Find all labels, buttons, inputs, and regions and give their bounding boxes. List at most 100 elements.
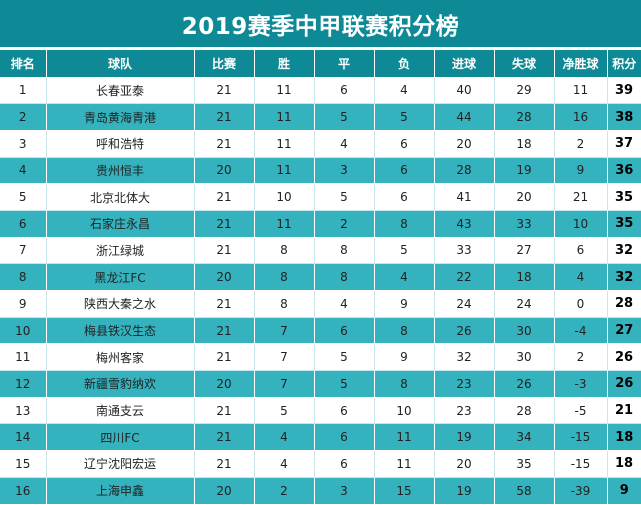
cell-drawn: 8 bbox=[314, 237, 375, 265]
cell-points: 18 bbox=[607, 450, 641, 478]
cell-lost: 8 bbox=[374, 210, 435, 238]
cell-team: 浙江绿城 bbox=[46, 237, 195, 265]
cell-team: 陕西大秦之水 bbox=[46, 290, 195, 318]
header-goals-against: 失球 bbox=[494, 50, 555, 77]
cell-drawn: 5 bbox=[314, 183, 375, 211]
cell-drawn: 3 bbox=[314, 477, 375, 505]
cell-goals-for: 24 bbox=[434, 290, 495, 318]
table-row: 2 青岛黄海青港 21 11 5 5 44 28 16 38 bbox=[0, 103, 641, 131]
cell-goals-against: 35 bbox=[494, 450, 555, 478]
cell-goal-difference: -3 bbox=[554, 370, 608, 398]
cell-goal-difference: 6 bbox=[554, 237, 608, 265]
cell-lost: 5 bbox=[374, 237, 435, 265]
cell-goal-difference: 11 bbox=[554, 77, 608, 105]
cell-won: 8 bbox=[254, 263, 315, 291]
cell-lost: 10 bbox=[374, 397, 435, 425]
cell-rank: 12 bbox=[0, 370, 47, 398]
cell-drawn: 5 bbox=[314, 103, 375, 131]
cell-rank: 7 bbox=[0, 237, 47, 265]
cell-won: 4 bbox=[254, 423, 315, 452]
cell-rank: 8 bbox=[0, 263, 47, 291]
cell-goals-against: 58 bbox=[494, 477, 555, 505]
cell-rank: 11 bbox=[0, 343, 47, 372]
cell-won: 11 bbox=[254, 210, 315, 238]
cell-played: 21 bbox=[194, 103, 255, 131]
table-row: 3 呼和浩特 21 11 4 6 20 18 2 37 bbox=[0, 130, 641, 158]
divider bbox=[0, 47, 641, 50]
cell-goals-against: 28 bbox=[494, 103, 555, 131]
header-drawn: 平 bbox=[314, 50, 375, 77]
cell-drawn: 4 bbox=[314, 130, 375, 158]
cell-drawn: 6 bbox=[314, 450, 375, 478]
cell-points: 37 bbox=[607, 130, 641, 158]
cell-lost: 4 bbox=[374, 77, 435, 105]
cell-lost: 6 bbox=[374, 130, 435, 158]
cell-won: 11 bbox=[254, 103, 315, 131]
cell-goal-difference: -4 bbox=[554, 317, 608, 345]
cell-rank: 16 bbox=[0, 477, 47, 505]
table-row: 16 上海申鑫 20 2 3 15 19 58 -39 9 bbox=[0, 477, 641, 505]
cell-played: 20 bbox=[194, 370, 255, 398]
cell-goals-for: 41 bbox=[434, 183, 495, 211]
cell-goals-against: 28 bbox=[494, 397, 555, 425]
table-row: 11 梅州客家 21 7 5 9 32 30 2 26 bbox=[0, 343, 641, 372]
table-body: 1 长春亚泰 21 11 6 4 40 29 11 39 2 青岛黄海青港 21 11 5 5 44 28 16 38… bbox=[0, 77, 641, 505]
cell-goals-against: 33 bbox=[494, 210, 555, 238]
cell-rank: 6 bbox=[0, 210, 47, 238]
cell-goals-against: 26 bbox=[494, 370, 555, 398]
cell-goal-difference: 2 bbox=[554, 130, 608, 158]
cell-goals-against: 30 bbox=[494, 317, 555, 345]
cell-played: 21 bbox=[194, 450, 255, 478]
cell-goal-difference: -5 bbox=[554, 397, 608, 425]
cell-goal-difference: 2 bbox=[554, 343, 608, 372]
table-row: 14 四川FC 21 4 6 11 19 34 -15 18 bbox=[0, 423, 641, 452]
cell-points: 32 bbox=[607, 237, 641, 265]
cell-points: 35 bbox=[607, 210, 641, 238]
cell-team: 梅州客家 bbox=[46, 343, 195, 372]
cell-goal-difference: 21 bbox=[554, 183, 608, 211]
cell-team: 梅县铁汉生态 bbox=[46, 317, 195, 345]
cell-team: 新疆雪豹纳欢 bbox=[46, 370, 195, 398]
cell-team: 辽宁沈阳宏运 bbox=[46, 450, 195, 478]
cell-drawn: 8 bbox=[314, 263, 375, 291]
cell-points: 28 bbox=[607, 290, 641, 318]
cell-rank: 13 bbox=[0, 397, 47, 425]
cell-rank: 2 bbox=[0, 103, 47, 131]
cell-played: 21 bbox=[194, 183, 255, 211]
cell-goal-difference: -15 bbox=[554, 450, 608, 478]
cell-goal-difference: -39 bbox=[554, 477, 608, 505]
cell-won: 7 bbox=[254, 317, 315, 345]
cell-points: 36 bbox=[607, 157, 641, 185]
table-row: 15 辽宁沈阳宏运 21 4 6 11 20 35 -15 18 bbox=[0, 450, 641, 478]
cell-lost: 6 bbox=[374, 157, 435, 185]
cell-points: 35 bbox=[607, 183, 641, 211]
cell-points: 21 bbox=[607, 397, 641, 425]
table-row: 6 石家庄永昌 21 11 2 8 43 33 10 35 bbox=[0, 210, 641, 238]
cell-team: 上海申鑫 bbox=[46, 477, 195, 505]
cell-team: 长春亚泰 bbox=[46, 77, 195, 105]
cell-lost: 15 bbox=[374, 477, 435, 505]
cell-drawn: 5 bbox=[314, 370, 375, 398]
page-title: 2019赛季中甲联赛积分榜 bbox=[181, 13, 460, 40]
cell-goals-against: 18 bbox=[494, 130, 555, 158]
header-lost: 负 bbox=[374, 50, 435, 77]
cell-goals-for: 23 bbox=[434, 370, 495, 398]
cell-points: 18 bbox=[607, 423, 641, 452]
cell-rank: 15 bbox=[0, 450, 47, 478]
cell-points: 39 bbox=[607, 77, 641, 105]
cell-played: 21 bbox=[194, 290, 255, 318]
cell-points: 32 bbox=[607, 263, 641, 291]
table-row: 1 长春亚泰 21 11 6 4 40 29 11 39 bbox=[0, 77, 641, 105]
cell-goals-for: 26 bbox=[434, 317, 495, 345]
table-row: 12 新疆雪豹纳欢 20 7 5 8 23 26 -3 26 bbox=[0, 370, 641, 398]
cell-points: 9 bbox=[607, 477, 641, 505]
cell-won: 2 bbox=[254, 477, 315, 505]
cell-goals-for: 44 bbox=[434, 103, 495, 131]
cell-lost: 8 bbox=[374, 370, 435, 398]
cell-points: 38 bbox=[607, 103, 641, 131]
cell-won: 5 bbox=[254, 397, 315, 425]
table-row: 8 黑龙江FC 20 8 8 4 22 18 4 32 bbox=[0, 263, 641, 291]
cell-goal-difference: 4 bbox=[554, 263, 608, 291]
cell-goals-for: 23 bbox=[434, 397, 495, 425]
cell-won: 10 bbox=[254, 183, 315, 211]
